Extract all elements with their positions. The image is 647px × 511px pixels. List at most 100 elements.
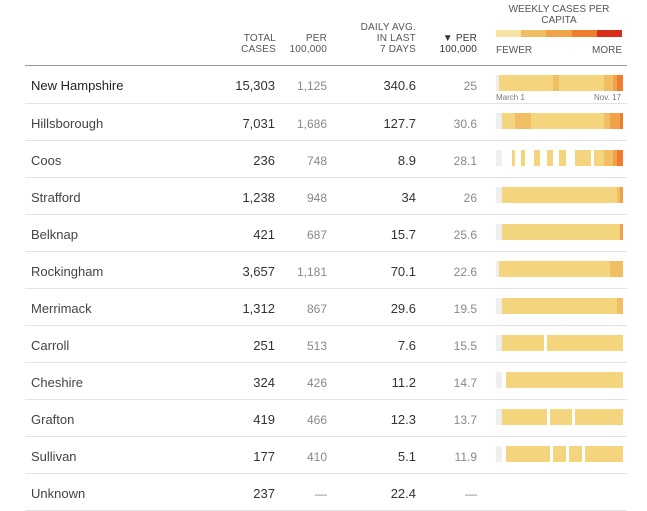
week-cell — [543, 75, 547, 91]
week-cell — [578, 113, 582, 129]
week-cell — [499, 372, 503, 388]
week-cell — [502, 446, 506, 462]
week-cell — [572, 150, 576, 166]
week-cell — [600, 261, 604, 277]
week-cell — [603, 409, 608, 425]
week-cell — [543, 335, 547, 351]
week-cell — [607, 187, 611, 203]
county-row: Unknown 237 — 22.4 — — [25, 474, 627, 511]
county-name: Strafford — [31, 190, 81, 205]
week-cell — [508, 446, 512, 462]
weekly-cases-heat-strip — [496, 335, 623, 351]
week-cell — [515, 298, 519, 314]
week-cell — [527, 224, 531, 240]
county-name: Coos — [31, 153, 62, 168]
week-cell — [527, 150, 531, 166]
week-cell — [581, 335, 585, 351]
week-cell — [527, 335, 531, 351]
week-cell — [565, 335, 569, 351]
total-cases-value: 177 — [253, 449, 275, 464]
week-cell — [568, 187, 573, 203]
week-cell — [496, 298, 500, 314]
per-100k-value: 466 — [306, 413, 327, 427]
county-name: New Hampshire — [31, 78, 124, 93]
week-cell — [591, 335, 595, 351]
week-cell — [584, 372, 588, 388]
week-cell — [540, 298, 544, 314]
week-cell — [556, 75, 560, 91]
week-cell — [562, 187, 566, 203]
week-cell — [508, 372, 512, 388]
week-cell — [537, 335, 541, 351]
week-cell — [546, 372, 550, 388]
week-cell — [556, 261, 560, 277]
week-cell — [568, 113, 573, 129]
week-cell — [616, 113, 620, 129]
weekly-cases-heat-strip — [496, 75, 623, 91]
sorted-per-100k-header[interactable]: ▼ PER 100,000 — [422, 33, 477, 55]
weekly-cases-heat-strip — [496, 113, 623, 129]
week-cell — [607, 298, 611, 314]
week-cell — [496, 224, 500, 240]
week-cell — [587, 187, 592, 203]
week-cell — [575, 75, 579, 91]
total-cases-header[interactable]: TOTAL CASES — [226, 33, 276, 55]
total-cases-value: 419 — [253, 412, 275, 427]
week-cell — [581, 409, 585, 425]
per-100k-header-line1: PER — [305, 33, 327, 44]
week-cell — [587, 113, 592, 129]
week-cell — [568, 150, 573, 166]
week-cell — [584, 113, 588, 129]
week-cell — [607, 150, 611, 166]
week-cell — [540, 372, 544, 388]
week-cell — [587, 261, 592, 277]
header-divider — [25, 65, 627, 66]
weekly-cases-heat-strip — [496, 446, 623, 462]
total-cases-header-line2: CASES — [241, 44, 276, 55]
legend-more-label: MORE — [592, 45, 622, 56]
week-cell — [594, 113, 598, 129]
week-cell — [496, 75, 500, 91]
week-cell — [559, 261, 563, 277]
per-100k-header[interactable]: PER 100,000 — [272, 33, 327, 55]
week-cell — [600, 224, 604, 240]
week-cell — [597, 298, 601, 314]
week-cell — [537, 113, 541, 129]
week-cell — [584, 409, 588, 425]
week-cell — [578, 446, 582, 462]
daily-per-100k-value: 26 — [463, 191, 477, 205]
week-cell — [607, 335, 611, 351]
week-cell — [527, 298, 531, 314]
week-cell — [597, 187, 601, 203]
week-cell — [597, 75, 601, 91]
week-cell — [597, 409, 601, 425]
week-cell — [496, 446, 500, 462]
week-cell — [578, 150, 582, 166]
week-cell — [562, 150, 566, 166]
week-cell — [556, 409, 560, 425]
week-cell — [603, 150, 608, 166]
county-name: Cheshire — [31, 375, 84, 390]
week-cell — [530, 372, 535, 388]
week-cell — [508, 150, 512, 166]
week-cell — [591, 446, 595, 462]
week-cell — [540, 409, 544, 425]
county-name: Unknown — [31, 486, 86, 501]
week-cell — [565, 446, 569, 462]
week-cell — [553, 409, 557, 425]
week-cell — [518, 372, 522, 388]
week-cell — [619, 224, 623, 240]
week-cell — [565, 187, 569, 203]
week-cell — [543, 372, 547, 388]
week-cell — [496, 372, 500, 388]
week-cell — [594, 261, 598, 277]
week-cell — [549, 113, 554, 129]
week-cell — [518, 261, 522, 277]
week-cell — [600, 372, 604, 388]
daily-avg-header[interactable]: DAILY AVG. IN LAST 7 DAYS — [346, 22, 416, 55]
week-cell — [502, 113, 506, 129]
week-cell — [591, 298, 595, 314]
week-cell — [616, 224, 620, 240]
week-cell — [572, 113, 576, 129]
sorted-per-100k-header-line1: ▼ PER — [442, 33, 477, 44]
